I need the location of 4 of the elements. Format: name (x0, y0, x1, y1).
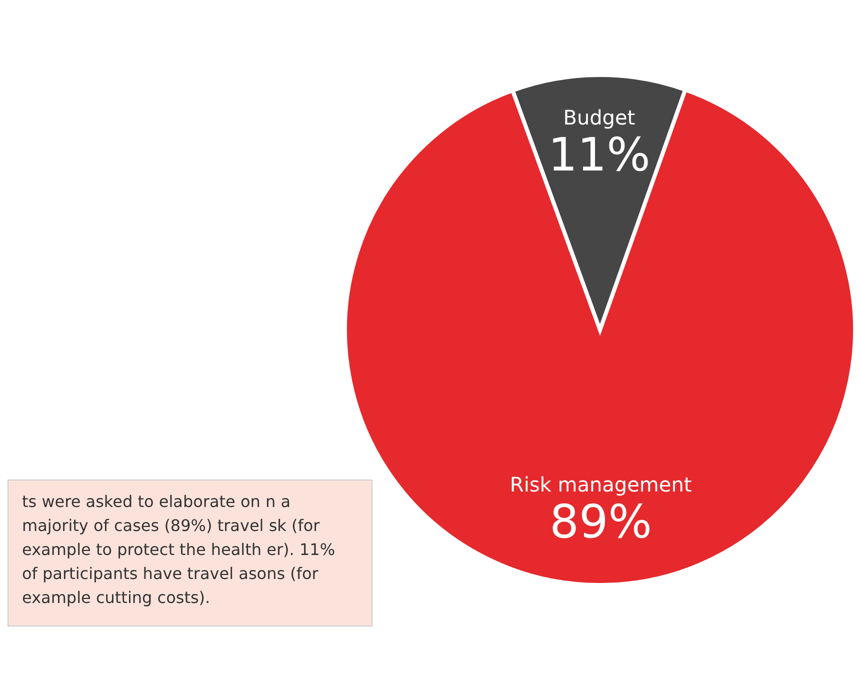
slice-label: Budget (563, 105, 636, 130)
text: ts were asked to elaborate on n a majority of cases (89%) travel sk (for example to protect the health er). 11% of participants have travel asons (for example cutting costs). (22, 492, 336, 607)
slice-label: Risk management (510, 472, 692, 497)
data-label: 89% (550, 494, 652, 549)
